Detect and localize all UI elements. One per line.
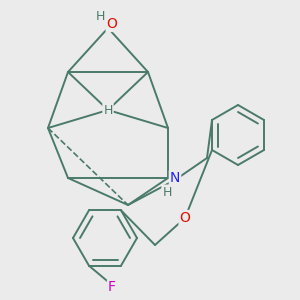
- Text: O: O: [180, 211, 190, 225]
- Text: H: H: [95, 10, 105, 22]
- Text: H: H: [103, 103, 113, 116]
- Text: N: N: [170, 171, 180, 185]
- Text: H: H: [162, 185, 172, 199]
- Text: F: F: [108, 280, 116, 294]
- Text: O: O: [106, 17, 117, 31]
